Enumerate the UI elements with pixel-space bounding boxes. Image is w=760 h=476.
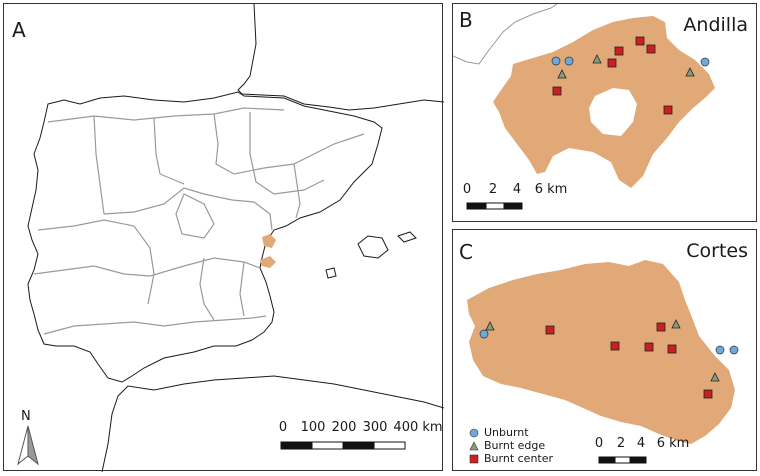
iberia-coastline [27, 91, 383, 383]
north-label: N [21, 409, 31, 424]
burnt-edge-point [485, 321, 495, 331]
andilla-map-panel: B Andilla 0 2 4 6 km [452, 3, 757, 222]
scale-tick: 6 km [656, 436, 690, 451]
burnt-edge-point [710, 372, 720, 382]
north-arrow-icon [17, 425, 39, 466]
scale-tick: 6 km [534, 182, 568, 197]
mallorca-island [357, 235, 389, 259]
burnt-center-point [610, 341, 620, 351]
menorca-island [397, 231, 417, 243]
scale-bar-c: 0 2 4 6 km [595, 436, 695, 467]
cortes-fire-area [260, 256, 276, 268]
andilla-title: Andilla [683, 14, 748, 36]
legend-item: Burnt center [469, 452, 553, 465]
cortes-map-panel: C Cortes Unburnt Burnt edge Burnt center… [452, 229, 757, 471]
burnt-center-point [667, 344, 677, 354]
scale-tick: 0 [594, 436, 604, 451]
scale-tick: 200 [331, 420, 357, 435]
burnt-center-point [663, 105, 673, 115]
burnt-edge-point [557, 69, 567, 79]
andilla-map [453, 4, 715, 188]
andilla-fire-area [262, 234, 276, 248]
unburnt-circle-icon [469, 428, 479, 438]
overview-map-panel: A N 0 100 200 300 400 km [3, 3, 444, 472]
scale-tick: 2 [488, 182, 498, 197]
scale-bar-graphic [598, 456, 647, 464]
burnt-edge-point [671, 319, 681, 329]
legend-label: Burnt edge [484, 439, 546, 452]
burnt-center-point [607, 58, 617, 68]
scale-tick: 100 [300, 420, 326, 435]
panel-b-label: B [459, 8, 473, 32]
burnt-center-point [703, 389, 713, 399]
legend-item: Unburnt [469, 426, 553, 439]
burnt-center-point [656, 322, 666, 332]
iberia-map [17, 4, 444, 472]
burnt-edge-triangle-icon [469, 440, 479, 451]
scale-bar-graphic [280, 441, 406, 450]
france-coastline [237, 4, 444, 111]
burnt-edge-point [592, 54, 602, 64]
scale-bar-graphic [466, 202, 523, 210]
scale-tick: 4 [636, 436, 646, 451]
scale-bar-a: 0 100 200 300 400 km [278, 420, 443, 451]
panel-a-label: A [12, 18, 26, 42]
panel-c-label: C [459, 240, 473, 264]
ibiza-island [325, 267, 337, 279]
legend-label: Unburnt [484, 426, 529, 439]
scale-tick: 2 [616, 436, 626, 451]
unburnt-point [479, 329, 489, 339]
unburnt-point [715, 345, 725, 355]
legend-label: Burnt center [484, 452, 554, 465]
scale-tick: 0 [462, 182, 472, 197]
africa-coastline [101, 375, 444, 472]
legend-item: Burnt edge [469, 439, 553, 452]
unburnt-point [700, 57, 710, 67]
unburnt-point [551, 56, 561, 66]
scale-tick: 4 [512, 182, 522, 197]
burnt-center-point [646, 44, 656, 54]
burnt-center-square-icon [469, 454, 479, 464]
burnt-center-point [635, 36, 645, 46]
scale-tick: 300 [362, 420, 388, 435]
burnt-center-point [614, 46, 624, 56]
burnt-edge-point [685, 67, 695, 77]
region-borders [33, 107, 365, 335]
scale-bar-b: 0 2 4 6 km [462, 182, 567, 213]
cortes-map [467, 260, 735, 444]
burnt-center-point [644, 342, 654, 352]
burnt-center-point [552, 86, 562, 96]
cortes-title: Cortes [686, 240, 748, 262]
unburnt-point [564, 56, 574, 66]
andilla-burnt-area [493, 16, 715, 188]
coastline-b [453, 4, 558, 65]
burnt-center-point [545, 325, 555, 335]
scale-tick: 0 [278, 420, 288, 435]
legend: Unburnt Burnt edge Burnt center [469, 426, 553, 465]
unburnt-point [729, 345, 739, 355]
scale-tick: 400 km [393, 420, 443, 435]
cortes-burnt-area [467, 260, 735, 444]
